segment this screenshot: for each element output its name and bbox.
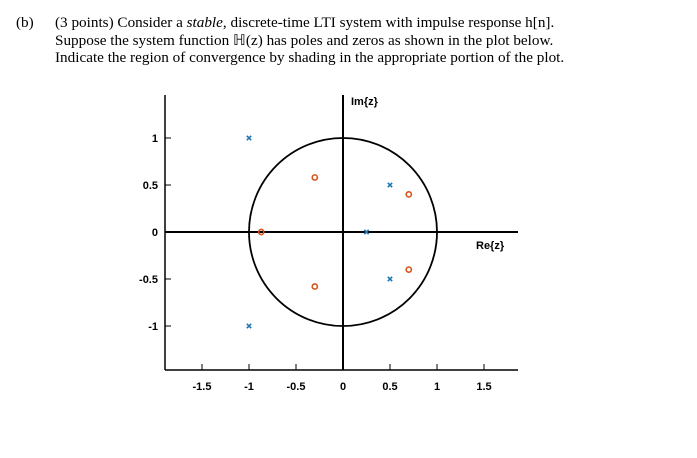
question-text: (b) (3 points) Consider a stable, discret… <box>16 14 676 67</box>
question-line-1: (b) (3 points) Consider a stable, discret… <box>16 14 676 32</box>
zero-marker <box>311 174 319 181</box>
question-line-1-start: (3 points) Consider a <box>55 14 187 31</box>
zero-marker <box>311 283 319 290</box>
zero-marker <box>257 228 265 236</box>
question-line-1-end: , discrete-time LTI system with impulse … <box>222 14 555 31</box>
real-axis-label: Re{z} <box>476 240 505 252</box>
pole-marker <box>246 135 252 141</box>
x-tick-label: 1 <box>434 381 440 393</box>
pole-marker <box>363 229 370 235</box>
y-tick-label: 1 <box>152 133 158 145</box>
imaginary-axis-label: Im{z} <box>351 96 379 108</box>
question-line-2: Suppose the system function ℍ(z) has pol… <box>55 31 554 49</box>
x-tick-label: -1.5 <box>193 381 212 393</box>
x-tick-label: 0 <box>340 381 346 393</box>
zero-marker <box>405 190 413 198</box>
zero-marker <box>405 266 413 273</box>
y-tick-label: 0.5 <box>143 180 158 192</box>
y-tick-label: 0 <box>152 227 158 239</box>
y-tick-label: -1 <box>148 321 158 333</box>
x-tick-label: -0.5 <box>287 381 306 393</box>
pole-marker <box>387 182 393 188</box>
question-label: (b) <box>16 14 34 31</box>
x-tick-label: 1.5 <box>476 381 491 393</box>
pole-marker <box>246 323 252 329</box>
x-tick-label: -1 <box>244 381 254 393</box>
question-line-3: Indicate the region of convergence by sh… <box>55 49 565 66</box>
question-emphasis: stable <box>186 14 223 31</box>
pole-marker <box>387 276 393 282</box>
y-tick-label: -0.5 <box>139 274 158 286</box>
unit-circle <box>248 137 438 327</box>
x-tick-label: 0.5 <box>382 381 397 393</box>
